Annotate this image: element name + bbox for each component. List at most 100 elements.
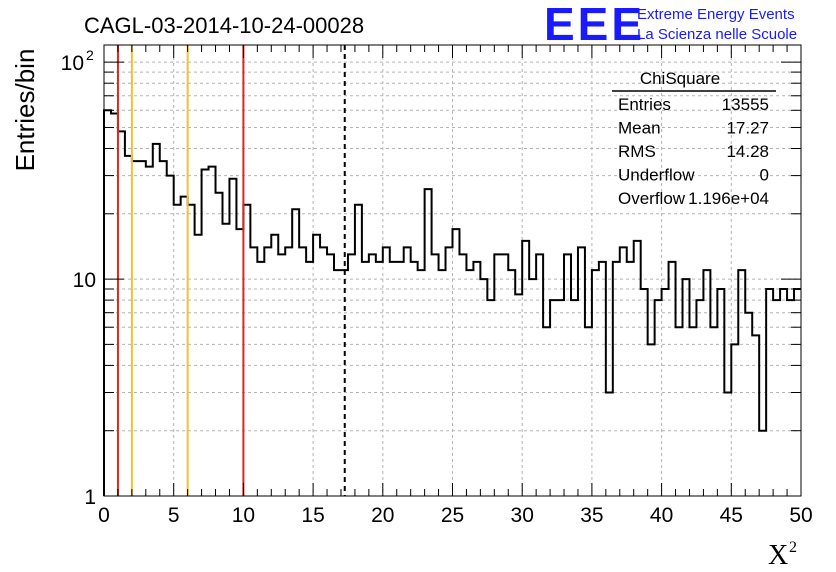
histogram-bin: [745, 313, 752, 496]
histogram-bin: [599, 262, 606, 496]
histogram-bin: [634, 241, 641, 496]
histogram-bin: [780, 289, 787, 496]
x-tick-label: 25: [441, 504, 464, 527]
x-tick-label: 40: [650, 504, 673, 527]
y-tick-label: 1: [84, 486, 96, 509]
histogram-bin: [327, 254, 334, 496]
stats-box: ChiSquare Entries 13555 Mean 17.27 RMS 14.28 U…: [612, 69, 776, 208]
histogram-bin: [292, 209, 299, 496]
histogram-bin: [243, 205, 250, 496]
y-tick-label: 10: [61, 52, 84, 75]
histogram-bin: [320, 247, 327, 496]
histogram-bin: [571, 300, 578, 496]
histogram-bin: [153, 144, 160, 496]
histogram-bin: [487, 300, 494, 496]
histogram-bin: [216, 193, 223, 496]
histogram-bin: [250, 247, 257, 496]
histogram-bin: [202, 170, 209, 496]
histogram-bin: [592, 270, 599, 496]
histogram-bin: [620, 247, 627, 496]
x-tick-label: 0: [98, 504, 110, 527]
histogram-bin: [627, 262, 634, 496]
histogram-bin: [146, 167, 153, 496]
histogram-bin: [125, 156, 132, 496]
histogram-bin: [188, 205, 195, 496]
histogram-bin: [195, 235, 202, 496]
y-tick-label: 10: [73, 269, 96, 292]
histogram-bin: [480, 279, 487, 496]
marker-lines: [116, 45, 346, 496]
histogram-bin: [585, 327, 592, 496]
histogram-bin: [390, 262, 397, 496]
histogram-bin: [550, 300, 557, 496]
histogram-bin: [348, 254, 355, 496]
stats-row-label: Overflow: [618, 189, 686, 208]
histogram-bin: [696, 300, 703, 496]
histogram-bin: [111, 113, 118, 496]
histogram-bin: [139, 161, 146, 496]
histogram-bin: [536, 254, 543, 496]
histogram-bin: [446, 247, 453, 496]
histogram-bin: [181, 197, 188, 496]
histogram-bin: [383, 247, 390, 496]
x-tick-label: 50: [789, 504, 812, 527]
x-tick-label: 20: [371, 504, 394, 527]
histogram-bin: [710, 327, 717, 496]
stats-title: ChiSquare: [640, 69, 720, 88]
histogram-bin: [655, 300, 662, 496]
histogram-bin: [515, 294, 522, 496]
histogram-bin: [738, 270, 745, 496]
histogram-bin: [662, 289, 669, 496]
histogram-bin: [132, 161, 139, 496]
histogram-bin: [766, 289, 773, 496]
histogram-bin: [229, 179, 236, 496]
eee-logo: EEE Extreme Energy Events La Scienza nel…: [544, 0, 797, 50]
histogram-bin: [669, 262, 676, 496]
histogram-bin: [425, 189, 432, 496]
histogram-bin: [278, 254, 285, 496]
stats-row-label: Mean: [618, 119, 661, 138]
stats-row-label: Entries: [618, 95, 671, 114]
x-tick-label: 30: [511, 504, 534, 527]
histogram-bin: [453, 229, 460, 496]
histogram-bin: [160, 161, 167, 496]
y-tick-label-exponent: 2: [86, 47, 94, 63]
stats-rows: Entries 13555 Mean 17.27 RMS 14.28 Underflow 0 O…: [618, 95, 769, 208]
histogram-bin: [773, 300, 780, 496]
histogram-bin: [439, 270, 446, 496]
histogram-bin: [299, 247, 306, 496]
histogram-bin: [522, 241, 529, 496]
histogram-bin: [473, 262, 480, 496]
histogram-bin: [355, 205, 362, 496]
histogram-bin: [209, 167, 216, 496]
histogram-bin: [104, 110, 111, 496]
histogram-bin: [731, 344, 738, 496]
stats-row-value: 17.27: [726, 119, 769, 138]
histogram-bin: [759, 431, 766, 496]
histogram-bin: [418, 270, 425, 496]
histogram-bin: [167, 176, 174, 496]
x-tick-label: 15: [301, 504, 324, 527]
histogram-bin: [334, 270, 341, 496]
stats-row-value: 13555: [722, 95, 769, 114]
x-tick-label: 5: [168, 504, 180, 527]
histogram-bin: [557, 300, 564, 496]
histogram-bin: [397, 262, 404, 496]
stats-row-label: RMS: [618, 142, 656, 161]
x-tick-label: 10: [232, 504, 255, 527]
chart-title: CAGL-03-2014-10-24-00028: [84, 13, 364, 38]
logo-line-2: La Scienza nelle Scuole: [637, 26, 797, 43]
histogram-bin: [411, 262, 418, 496]
histogram-bin: [717, 289, 724, 496]
logo-line-1: Extreme Energy Events: [637, 6, 795, 23]
histogram-bin: [703, 270, 710, 496]
histogram-bin: [641, 289, 648, 496]
histogram-bin: [724, 393, 731, 496]
stats-row-label: Underflow: [618, 166, 695, 185]
histogram-bin: [787, 300, 794, 496]
histogram-bin: [564, 254, 571, 496]
histogram-bin: [543, 327, 550, 496]
stats-row-value: 0: [760, 166, 769, 185]
histogram-bin: [264, 247, 271, 496]
